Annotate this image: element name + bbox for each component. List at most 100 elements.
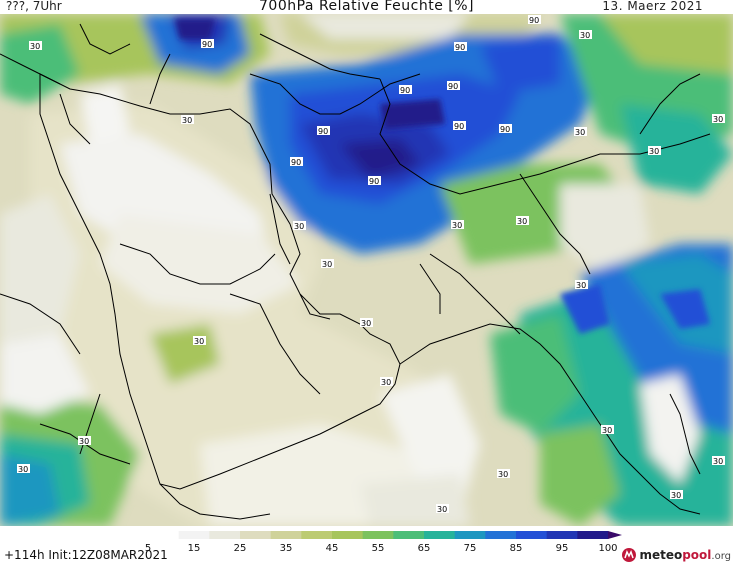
colorbar-tick-label: 25 bbox=[234, 543, 247, 554]
colorbar-swatch bbox=[577, 531, 609, 539]
contour-label: 30 bbox=[293, 221, 306, 231]
colorbar-swatch bbox=[393, 531, 425, 539]
contour-label: 90 bbox=[454, 42, 467, 52]
contour-label: 90 bbox=[447, 81, 460, 91]
colorbar-swatch bbox=[424, 531, 456, 539]
svg-text:90: 90 bbox=[455, 43, 465, 52]
colorbar-tick-label: 45 bbox=[326, 543, 339, 554]
humidity-field-svg: 30 90 90 90 90 90 90 90 90 90 90 30 30 3… bbox=[0, 14, 733, 526]
init-time-label: +114h Init:12Z08MAR2021 bbox=[4, 548, 168, 562]
svg-text:30: 30 bbox=[437, 505, 447, 514]
contour-label: 30 bbox=[712, 456, 725, 466]
logo-icon bbox=[622, 548, 637, 562]
contour-label: 30 bbox=[380, 377, 393, 387]
map-title: 700hPa Relative Feuchte [%] bbox=[259, 0, 474, 14]
svg-text:30: 30 bbox=[649, 147, 659, 156]
contour-label: 30 bbox=[181, 115, 194, 125]
contour-label: 30 bbox=[193, 336, 206, 346]
colorbar-tick-label: 95 bbox=[556, 543, 569, 554]
contour-label: 90 bbox=[499, 124, 512, 134]
contour-labels: 30 90 90 90 90 90 90 90 90 90 90 30 30 3… bbox=[17, 15, 725, 514]
contour-label: 30 bbox=[670, 490, 683, 500]
run-location-label: ???, 7Uhr bbox=[6, 0, 62, 13]
svg-text:30: 30 bbox=[381, 378, 391, 387]
svg-text:30: 30 bbox=[713, 115, 723, 124]
colorbar-swatch bbox=[454, 531, 486, 539]
svg-text:30: 30 bbox=[671, 491, 681, 500]
colorbar-tick-label: 85 bbox=[510, 543, 523, 554]
svg-text:30: 30 bbox=[580, 31, 590, 40]
contour-label: 30 bbox=[17, 464, 30, 474]
contour-label: 90 bbox=[368, 176, 381, 186]
svg-text:30: 30 bbox=[194, 337, 204, 346]
contour-label: 30 bbox=[575, 280, 588, 290]
contour-label: 90 bbox=[201, 39, 214, 49]
contour-label: 30 bbox=[601, 425, 614, 435]
colorbar-tick-label: 5 bbox=[145, 543, 151, 554]
colorbar-swatch bbox=[209, 531, 241, 539]
svg-text:30: 30 bbox=[517, 217, 527, 226]
colorbar-tick-label: 15 bbox=[188, 543, 201, 554]
contour-label: 30 bbox=[78, 436, 91, 446]
svg-text:90: 90 bbox=[318, 127, 328, 136]
colorbar-svg: 5 15 25 35 45 55 65 75 85 95 100 bbox=[145, 531, 622, 554]
contour-label: 30 bbox=[648, 146, 661, 156]
svg-text:90: 90 bbox=[529, 16, 539, 25]
contour-label: 30 bbox=[579, 30, 592, 40]
colorbar-swatch bbox=[178, 531, 210, 539]
coastline-lines bbox=[0, 23, 711, 520]
colorbar-tick-label: 55 bbox=[372, 543, 385, 554]
colorbar-swatch bbox=[362, 531, 394, 539]
colorbar-tick-label: 35 bbox=[280, 543, 293, 554]
colorbar-swatch bbox=[546, 531, 578, 539]
contour-label: 30 bbox=[497, 469, 510, 479]
colorbar-swatch bbox=[148, 531, 180, 539]
contour-label: 30 bbox=[436, 504, 449, 514]
svg-text:90: 90 bbox=[500, 125, 510, 134]
svg-text:90: 90 bbox=[400, 86, 410, 95]
contour-label: 90 bbox=[317, 126, 330, 136]
svg-text:30: 30 bbox=[182, 116, 192, 125]
contour-label: 30 bbox=[29, 41, 42, 51]
contour-label: 30 bbox=[360, 318, 373, 328]
svg-text:30: 30 bbox=[576, 281, 586, 290]
svg-text:90: 90 bbox=[448, 82, 458, 91]
contour-label: 30 bbox=[516, 216, 529, 226]
contour-label: 90 bbox=[290, 157, 303, 167]
colorbar-tick-label: 65 bbox=[418, 543, 431, 554]
svg-text:30: 30 bbox=[713, 457, 723, 466]
colorbar-tick-label: 100 bbox=[598, 543, 617, 554]
header-bar: ???, 7Uhr 700hPa Relative Feuchte [%] 13… bbox=[0, 0, 733, 14]
svg-text:30: 30 bbox=[452, 221, 462, 230]
contour-label: 90 bbox=[399, 85, 412, 95]
colorbar-swatch bbox=[270, 531, 302, 539]
contour-label: 90 bbox=[528, 15, 541, 25]
contour-label: 30 bbox=[321, 259, 334, 269]
contour-label: 90 bbox=[453, 121, 466, 131]
colorbar: 5 15 25 35 45 55 65 75 85 95 100 bbox=[128, 531, 628, 554]
colorbar-swatch bbox=[240, 531, 272, 539]
svg-text:30: 30 bbox=[30, 42, 40, 51]
svg-text:90: 90 bbox=[291, 158, 301, 167]
svg-text:90: 90 bbox=[369, 177, 379, 186]
svg-text:30: 30 bbox=[18, 465, 28, 474]
svg-text:30: 30 bbox=[602, 426, 612, 435]
valid-date-label: 13. Maerz 2021 bbox=[602, 0, 703, 13]
meteopool-logo: meteopool.org bbox=[621, 546, 731, 564]
contour-label: 30 bbox=[574, 127, 587, 137]
svg-text:30: 30 bbox=[294, 222, 304, 231]
logo-text: meteopool.org bbox=[639, 548, 731, 562]
svg-text:30: 30 bbox=[498, 470, 508, 479]
svg-text:90: 90 bbox=[454, 122, 464, 131]
colorbar-tick-label: 75 bbox=[464, 543, 477, 554]
colorbar-swatch bbox=[516, 531, 548, 539]
contour-label: 30 bbox=[712, 114, 725, 124]
svg-text:90: 90 bbox=[202, 40, 212, 49]
svg-text:30: 30 bbox=[79, 437, 89, 446]
humidity-map: 30 90 90 90 90 90 90 90 90 90 90 30 30 3… bbox=[0, 14, 733, 526]
colorbar-swatch bbox=[485, 531, 517, 539]
colorbar-extend-arrow bbox=[608, 531, 622, 539]
colorbar-swatch bbox=[332, 531, 364, 539]
svg-text:30: 30 bbox=[361, 319, 371, 328]
contour-label: 30 bbox=[451, 220, 464, 230]
